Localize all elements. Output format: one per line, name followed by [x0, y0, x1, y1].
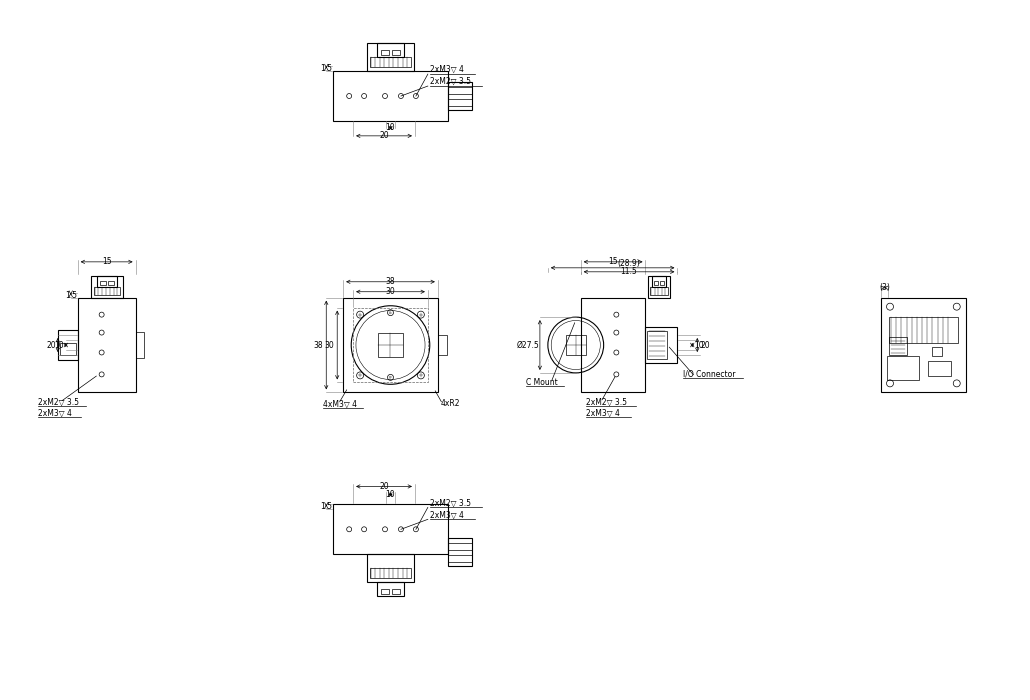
Text: 15: 15 — [102, 258, 111, 267]
Bar — [367, 554, 414, 582]
Text: (3): (3) — [879, 284, 890, 292]
Bar — [334, 505, 448, 554]
Text: 2xM3▽ 4: 2xM3▽ 4 — [430, 65, 464, 74]
Bar — [370, 57, 411, 67]
Text: 1.5: 1.5 — [320, 503, 333, 512]
Bar — [136, 332, 144, 358]
Text: 20: 20 — [379, 132, 389, 141]
Text: 2xM2▽ 3.5: 2xM2▽ 3.5 — [586, 398, 626, 406]
Bar — [380, 589, 388, 594]
Bar — [353, 308, 427, 382]
Bar — [100, 281, 106, 285]
Bar — [649, 276, 671, 298]
Bar — [448, 543, 472, 550]
Text: 20: 20 — [700, 340, 710, 349]
Bar — [97, 276, 116, 287]
Text: 38: 38 — [313, 340, 323, 349]
Bar — [448, 538, 472, 566]
Text: 10: 10 — [385, 123, 396, 132]
Bar — [448, 87, 472, 94]
Bar — [370, 568, 411, 578]
Text: 2xM3▽ 4: 2xM3▽ 4 — [586, 408, 620, 417]
Bar — [889, 337, 907, 355]
Bar — [392, 50, 401, 55]
Bar — [660, 281, 664, 285]
Bar — [58, 330, 77, 360]
Bar — [380, 50, 388, 55]
Bar — [448, 82, 472, 110]
Text: 10: 10 — [694, 340, 705, 349]
Bar — [343, 298, 438, 392]
Text: 2xM2▽ 3.5: 2xM2▽ 3.5 — [38, 398, 79, 406]
Bar — [448, 555, 472, 562]
Bar — [652, 276, 666, 287]
Text: 2xM2▽ 3.5: 2xM2▽ 3.5 — [430, 498, 471, 508]
Bar — [334, 71, 448, 121]
Bar — [928, 361, 952, 377]
Text: 10: 10 — [385, 490, 396, 499]
Text: 2xM2▽ 3.5: 2xM2▽ 3.5 — [430, 77, 471, 86]
Text: 1.5: 1.5 — [65, 290, 77, 300]
Text: 4xM3▽ 4: 4xM3▽ 4 — [323, 399, 357, 408]
Bar — [438, 335, 447, 355]
Bar — [377, 582, 405, 596]
Text: 2xM3▽ 4: 2xM3▽ 4 — [430, 510, 464, 519]
Text: Ø27.5: Ø27.5 — [517, 340, 540, 349]
Text: 20: 20 — [379, 482, 389, 491]
Bar — [932, 346, 941, 356]
Bar — [448, 99, 472, 106]
Bar — [889, 316, 958, 343]
Text: 4xR2: 4xR2 — [441, 399, 460, 408]
Bar — [581, 298, 646, 392]
Text: 10: 10 — [54, 340, 64, 349]
Bar — [654, 281, 658, 285]
Text: C Mount: C Mount — [526, 378, 557, 387]
Text: 20: 20 — [46, 340, 56, 349]
Text: 11.5: 11.5 — [621, 267, 638, 276]
Bar — [392, 589, 401, 594]
Bar — [60, 343, 76, 355]
Bar — [367, 43, 414, 71]
Text: 1.5: 1.5 — [320, 64, 333, 73]
Bar — [94, 287, 119, 295]
Text: 30: 30 — [385, 287, 396, 296]
Bar — [91, 276, 123, 298]
Bar — [565, 335, 586, 355]
Text: 38: 38 — [385, 277, 396, 286]
Text: I/O Connector: I/O Connector — [683, 370, 735, 379]
Bar — [648, 331, 667, 359]
Bar — [77, 298, 136, 392]
Text: (28.9): (28.9) — [618, 259, 641, 268]
Bar — [651, 287, 668, 295]
Bar — [107, 281, 113, 285]
Bar — [377, 43, 405, 57]
Bar — [646, 327, 678, 363]
Bar — [378, 332, 403, 357]
Text: 2xM3▽ 4: 2xM3▽ 4 — [38, 408, 72, 417]
Bar — [881, 298, 966, 392]
Text: 30: 30 — [324, 340, 334, 349]
Text: 15: 15 — [609, 258, 618, 267]
Bar — [887, 356, 919, 380]
